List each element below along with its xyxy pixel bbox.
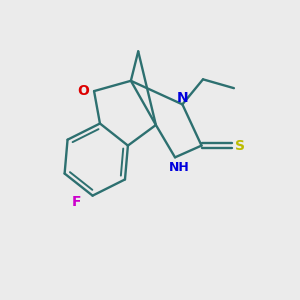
Text: S: S <box>235 139 245 153</box>
Text: F: F <box>72 194 81 208</box>
Text: NH: NH <box>169 161 190 174</box>
Text: N: N <box>177 91 188 105</box>
Text: O: O <box>77 84 89 98</box>
